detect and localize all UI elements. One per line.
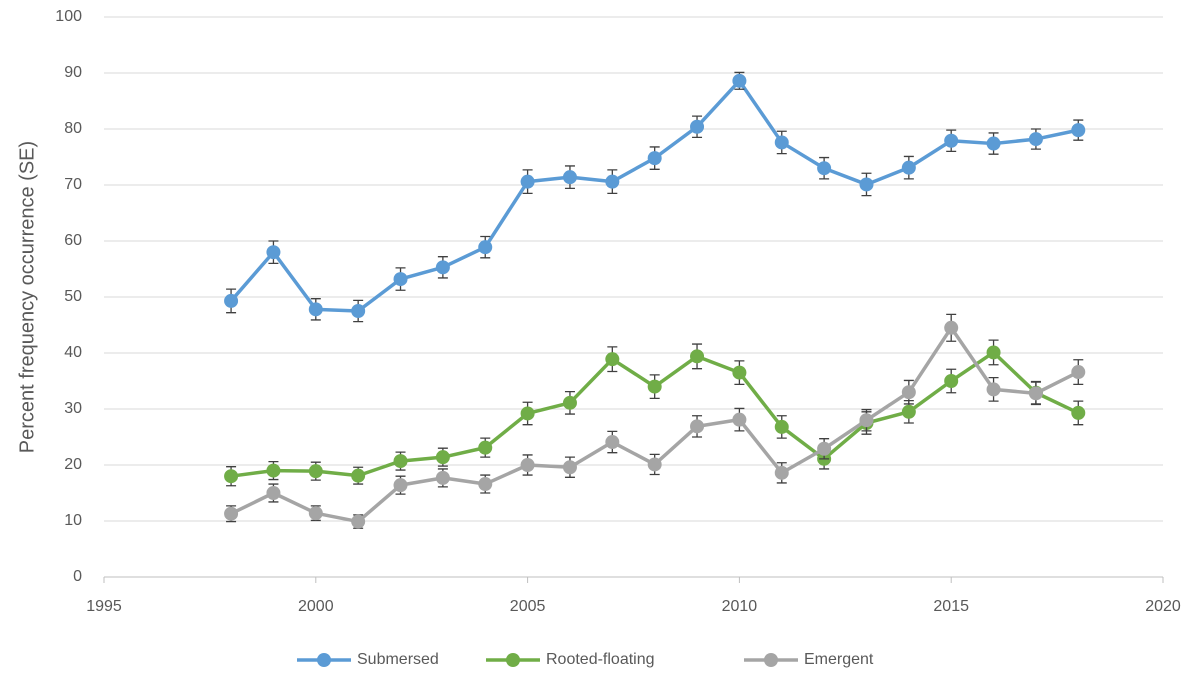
marker — [1071, 123, 1086, 138]
marker — [690, 349, 705, 364]
marker — [435, 450, 450, 465]
x-tick-label: 2010 — [722, 598, 758, 615]
y-tick-label: 100 — [55, 8, 82, 25]
y-tick-label: 30 — [64, 400, 82, 417]
marker — [478, 440, 493, 455]
marker — [901, 160, 916, 175]
series-line — [229, 79, 1079, 313]
marker — [308, 302, 323, 317]
marker — [393, 478, 408, 493]
marker — [944, 133, 959, 148]
legend-label: Submersed — [357, 651, 439, 668]
marker — [901, 404, 916, 419]
marker — [986, 345, 1001, 360]
y-tick-label: 90 — [64, 64, 82, 81]
marker — [562, 395, 577, 410]
marker — [647, 151, 662, 166]
marker — [562, 460, 577, 475]
y-tick-label: 0 — [73, 568, 82, 585]
marker — [690, 419, 705, 434]
marker — [732, 73, 747, 88]
legend-marker — [506, 653, 520, 667]
x-tick-label: 2000 — [298, 598, 334, 615]
marker — [986, 136, 1001, 151]
marker — [266, 463, 281, 478]
marker — [944, 374, 959, 388]
marker — [520, 458, 535, 472]
x-tick-label: 1995 — [86, 598, 122, 615]
y-tick-label: 50 — [64, 288, 82, 305]
marker — [732, 412, 747, 427]
marker — [435, 470, 450, 485]
marker — [308, 506, 323, 521]
y-axis-label: Percent frequency occurrence (SE) — [16, 141, 38, 453]
marker — [774, 419, 789, 434]
y-tick-label: 70 — [64, 176, 82, 193]
marker — [224, 469, 239, 484]
marker — [351, 304, 366, 318]
x-tick-label: 2020 — [1145, 598, 1181, 615]
marker — [605, 435, 620, 450]
marker — [901, 385, 916, 400]
marker — [859, 413, 874, 428]
marker — [774, 465, 789, 480]
marker — [817, 441, 832, 456]
legend-marker — [764, 653, 778, 667]
marker — [520, 406, 535, 421]
marker — [944, 320, 959, 335]
series-line — [230, 326, 1080, 524]
marker — [435, 260, 450, 275]
marker — [1028, 132, 1043, 147]
marker — [562, 170, 577, 185]
legend-label: Rooted-floating — [546, 651, 655, 668]
marker — [478, 240, 493, 255]
marker — [859, 177, 874, 192]
marker — [266, 486, 281, 500]
legend-label: Emergent — [804, 651, 874, 668]
x-tick-label: 2015 — [933, 598, 969, 615]
marker — [1071, 405, 1086, 420]
marker — [774, 135, 789, 150]
marker — [520, 174, 535, 189]
y-tick-label: 10 — [64, 512, 82, 529]
legend-marker — [317, 653, 331, 667]
y-tick-label: 80 — [64, 120, 82, 137]
marker — [605, 352, 620, 367]
marker — [986, 382, 1001, 397]
marker — [224, 506, 239, 521]
marker — [690, 119, 705, 134]
y-tick-label: 20 — [64, 456, 82, 473]
y-tick-label: 60 — [64, 232, 82, 249]
marker — [478, 477, 493, 492]
marker — [266, 245, 281, 260]
marker — [647, 379, 662, 394]
marker — [647, 457, 662, 472]
marker — [393, 454, 408, 469]
x-tick-label: 2005 — [510, 598, 546, 615]
marker — [1028, 386, 1043, 401]
marker — [224, 293, 239, 308]
marker — [351, 468, 366, 483]
marker — [817, 161, 832, 176]
marker — [308, 464, 323, 479]
marker — [393, 272, 408, 287]
y-tick-label: 40 — [64, 344, 82, 361]
marker — [605, 174, 620, 189]
marker — [1071, 365, 1086, 380]
marker — [732, 365, 747, 380]
marker — [351, 514, 366, 529]
